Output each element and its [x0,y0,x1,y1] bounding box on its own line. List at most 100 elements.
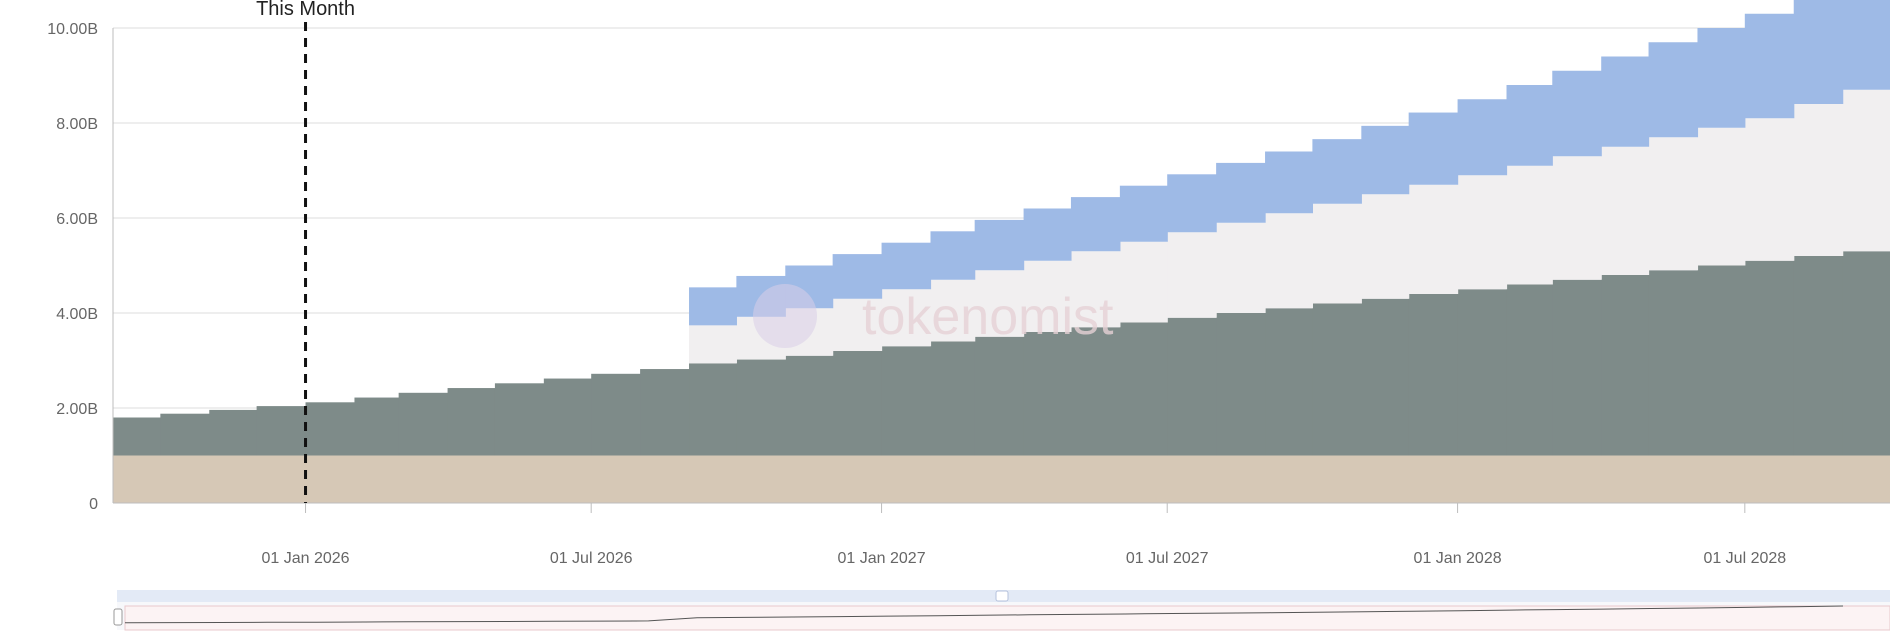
series-2-step [974,270,1025,337]
this-month-label: This Month [256,0,355,20]
series-0-step [1648,455,1699,503]
series-2-step [832,298,883,351]
series-0-area [113,455,1890,503]
series-1-step [689,363,737,456]
series-1-step [785,355,834,456]
series-3-step [1265,151,1313,214]
series-3-step [1697,28,1746,128]
series-1-step [354,397,400,456]
series-0-step [1023,455,1072,503]
series-0-step [1361,455,1410,503]
series-0-step [113,455,161,503]
series-1-area [113,251,1890,456]
series-1-step [1119,322,1168,456]
series-1-step [881,346,932,456]
series-0-step [1697,455,1746,503]
series-1-step [1408,294,1459,456]
series-1-step [160,413,210,456]
series-2-step [930,279,976,342]
series-1-step [1070,327,1121,456]
series-0-step [832,455,883,503]
series-0-step [736,455,786,503]
series-2-step [1312,203,1362,304]
series-3-step [1506,85,1553,166]
series-2-step [689,325,737,364]
series-1-step [1312,303,1362,456]
series-1-step [832,351,883,456]
series-2-step [1697,127,1746,266]
series-2-step [1506,165,1553,285]
series-1-step [447,388,496,456]
y-tick-label: 8.00B [56,116,98,133]
x-tick-label: 01 Jan 2028 [1414,550,1502,567]
series-2-step [881,289,932,347]
series-3-step [881,242,932,290]
series-3-step [1361,125,1410,195]
series-0-step [447,455,496,503]
series-3-step [1167,174,1217,233]
series-0-step [1842,455,1890,503]
series-1-step [1023,332,1072,456]
series-0-step [974,455,1025,503]
series-0-step [398,455,449,503]
series-2-step [1265,213,1313,309]
series-0-step [354,455,400,503]
series-2-step [1361,194,1410,299]
navigator-left-handle[interactable] [113,608,123,626]
navigator-scroll-thumb[interactable] [995,590,1009,602]
series-0-step [1119,455,1168,503]
series-3-step [1070,197,1121,252]
watermark-logo-icon [753,284,817,348]
y-tick-label: 2.00B [56,401,98,418]
series-2-step [1408,184,1459,294]
series-3-step [1842,0,1890,90]
series-2-step [1216,222,1266,313]
series-1-step [1793,256,1844,456]
series-1-step [1744,260,1795,456]
series-3-step [1744,13,1795,119]
x-tick-label: 01 Jul 2027 [1126,550,1209,567]
series-3-step [1793,0,1844,104]
series-1-step [1265,308,1313,456]
annotations: This Month [256,0,355,503]
x-tick-label: 01 Jul 2028 [1703,550,1786,567]
series-1-step [1361,298,1410,456]
series-1-step [1552,279,1602,456]
series-1-step [1167,317,1217,456]
series-1-step [256,406,307,456]
series-1-step [1697,265,1746,456]
y-tick-label: 0 [89,496,98,513]
series-3-step [1216,162,1266,223]
series-0-step [591,455,641,503]
watermark-text: tokenomist [862,288,1114,346]
range-navigator[interactable] [113,590,1890,631]
series-1-step [1457,289,1508,456]
series-0-step [1265,455,1313,503]
series-3-step [689,287,737,326]
series-2-step [1167,232,1217,318]
series-3-step [1119,185,1168,242]
series-1-step [591,373,641,456]
series-0-step [1552,455,1602,503]
watermark: tokenomist [753,284,1114,348]
series-0-step [1506,455,1553,503]
series-0-step [1070,455,1121,503]
series-3-step [1601,56,1650,147]
stacked-areas [113,0,1890,503]
series-0-step [305,455,356,503]
series-2-step [1793,104,1844,256]
series-1-step [1506,284,1553,456]
series-1-step [1216,313,1266,456]
navigator-mini-line [124,605,1844,624]
series-2-step [1023,260,1072,332]
series-0-step [160,455,210,503]
series-1-step [974,336,1025,456]
series-3-step [930,231,976,280]
series-0-step [1457,455,1508,503]
series-2-step [1842,89,1890,252]
series-0-step [1408,455,1459,503]
series-0-step [1601,455,1650,503]
x-tick-label: 01 Jul 2026 [550,550,633,567]
series-1-step [305,402,356,456]
y-tick-label: 10.00B [47,21,98,38]
